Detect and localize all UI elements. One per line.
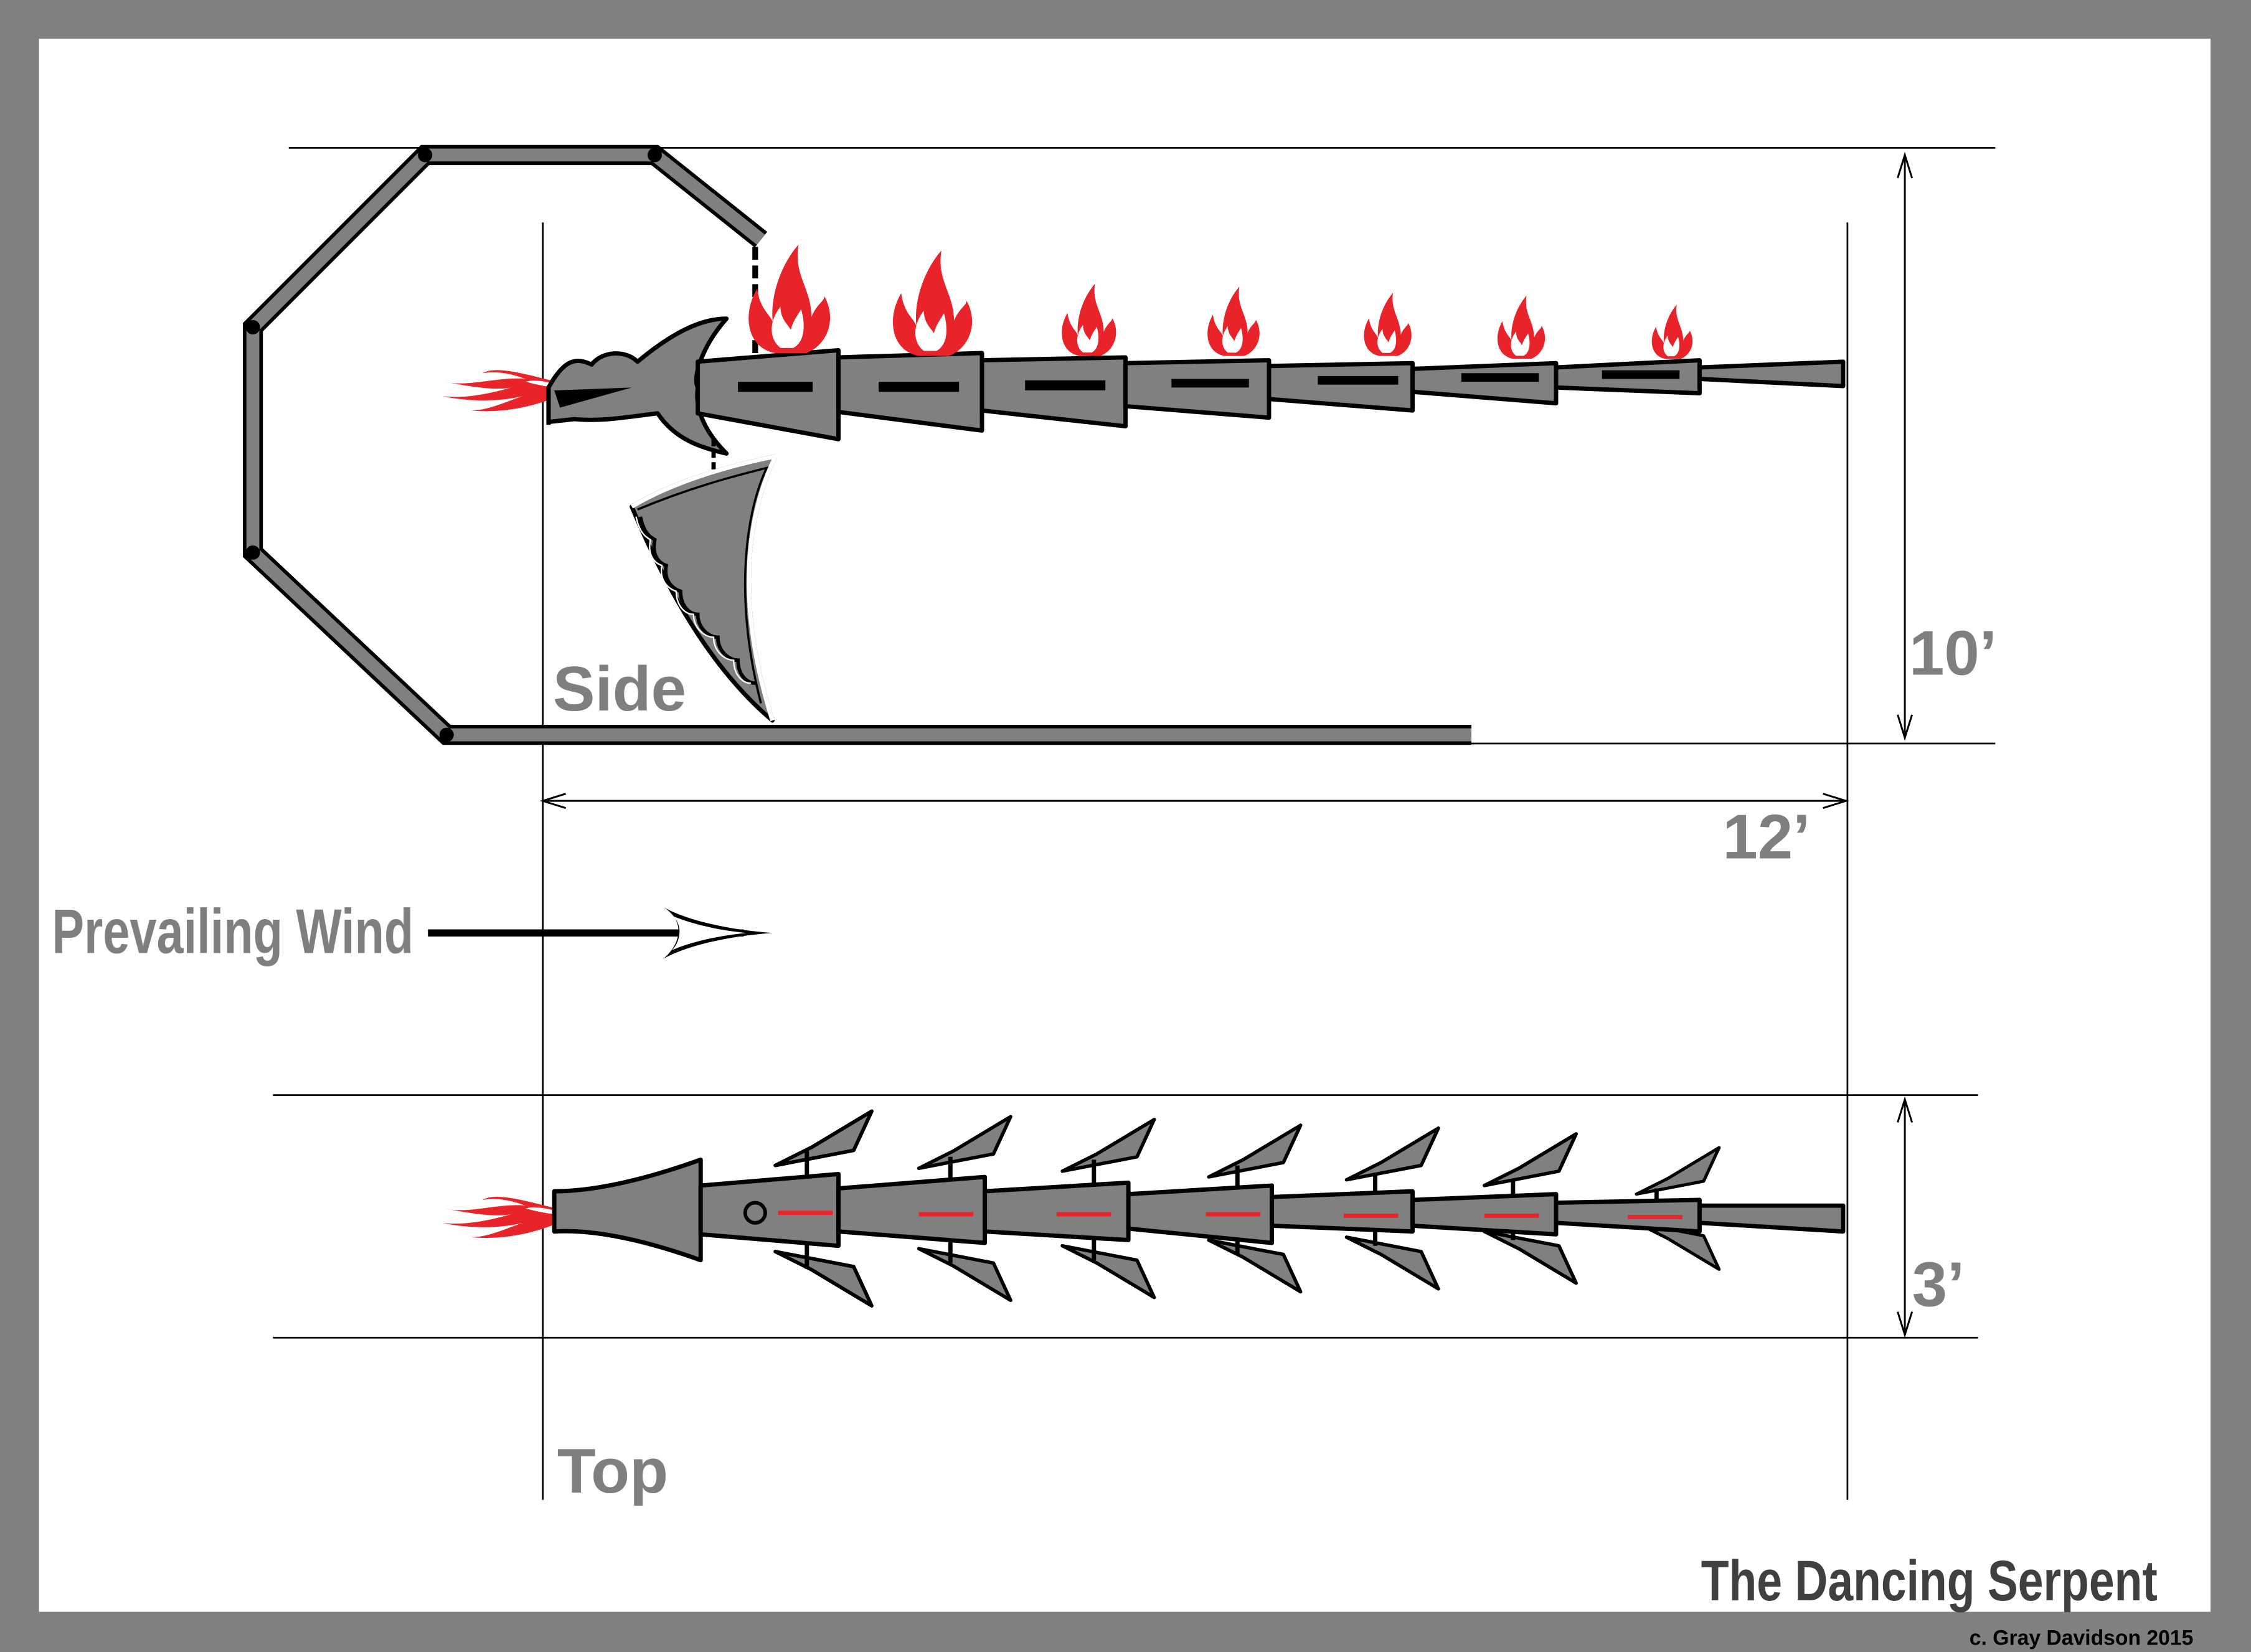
side-view-label: Side [553,654,686,724]
pivot-ring [743,1201,767,1225]
length-dimension-arrow [539,793,1849,809]
wind-arrow [428,907,773,959]
guide-lines [273,147,1996,1500]
width-dimension-label: 3’ [1912,1250,1965,1320]
wind-sail [630,439,780,723]
top-view [442,1111,1846,1306]
height-dimension-arrow [1897,151,1914,741]
height-dimension-label: 10’ [1909,618,1997,688]
segment-markers-top [778,1211,1682,1220]
body-segments-side [696,347,1846,441]
serpent-head-top [552,1157,703,1263]
support-frame [242,144,1471,745]
paper-background [39,39,2211,1612]
top-view-label: Top [557,1436,668,1506]
body-segments-top [698,1171,1846,1248]
length-dimension-label: 12’ [1722,801,1810,872]
width-dimension-arrow [1897,1096,1914,1338]
serpent-head-side [546,316,729,456]
copyright-credit: c. Gray Davidson 2015 [1970,1626,2194,1650]
side-view [242,144,1846,745]
wind-label: Prevailing Wind [52,896,413,966]
segment-markers-side [738,370,1680,392]
drawing-title: The Dancing Serpent [1701,1549,2158,1613]
